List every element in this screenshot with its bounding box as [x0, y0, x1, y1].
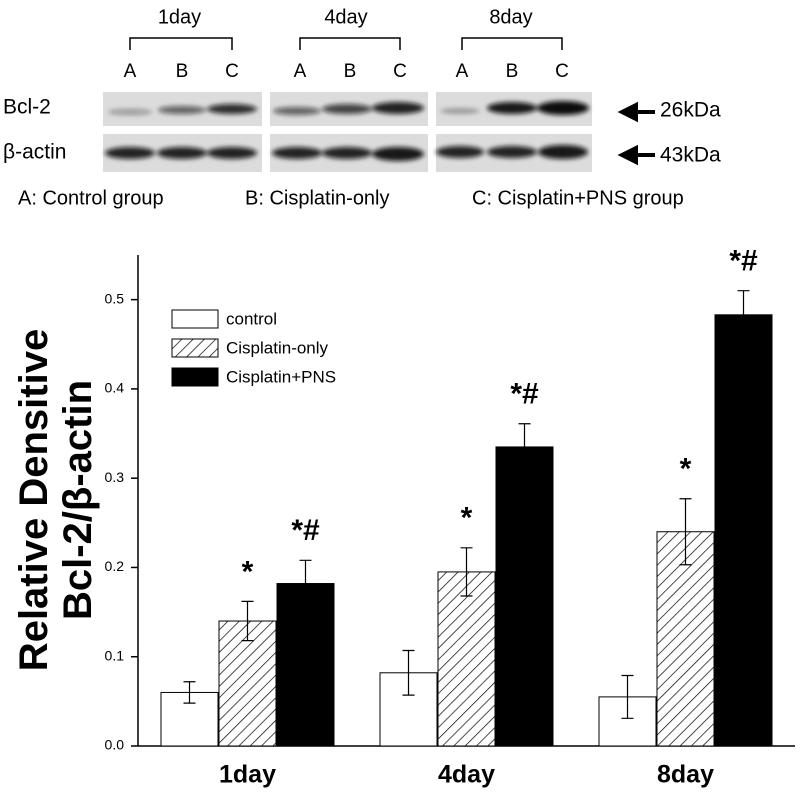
- bands: [105, 101, 589, 161]
- legend-swatch: [171, 367, 219, 387]
- legend-swatch: [171, 338, 219, 358]
- legend-swatch: [171, 309, 219, 329]
- lane-label: A: [294, 61, 307, 82]
- lane-label: B: [176, 61, 189, 82]
- error-bar: [460, 547, 473, 597]
- error-bar: [183, 681, 196, 704]
- lane-label: B: [506, 61, 519, 82]
- arrow: [617, 101, 655, 123]
- error-bar: [679, 498, 692, 566]
- western-blot: [103, 92, 655, 172]
- x-tick-label: 4day: [438, 761, 495, 789]
- lane-label: A: [124, 61, 137, 82]
- key-label: A: Control group: [18, 187, 164, 209]
- size-label: 43kDa: [660, 144, 721, 167]
- bar: [276, 583, 335, 747]
- y-axis-label-line: Relative Densitive: [12, 329, 56, 671]
- arrow: [617, 144, 655, 166]
- key-label: C: Cisplatin+PNS group: [472, 187, 684, 209]
- row-label: Bcl-2: [3, 96, 51, 119]
- legend-label: Cisplatin-only: [226, 338, 329, 357]
- error-bar: [299, 559, 312, 608]
- x-tick-label: 8day: [657, 761, 714, 789]
- error-bar: [241, 600, 254, 642]
- significance: *#: [510, 378, 539, 411]
- error-bar: [518, 423, 531, 471]
- y-tick-label: 0.3: [105, 469, 125, 485]
- lane-label: C: [393, 61, 407, 82]
- x-tick-label: 1day: [219, 761, 276, 789]
- y-axis-label: Relative DensitiveBcl-2/β-actin: [12, 329, 100, 671]
- bracket: [461, 37, 563, 50]
- lane-label: C: [555, 61, 569, 82]
- error-bar: [737, 290, 750, 340]
- size-label: 26kDa: [660, 99, 721, 122]
- group-label: 1day: [158, 6, 201, 28]
- bracket: [129, 37, 233, 50]
- significance: *: [242, 555, 254, 588]
- y-axis-label-line: Bcl-2/β-actin: [56, 380, 100, 620]
- y-tick-label: 0.5: [105, 290, 125, 306]
- significance: *: [680, 453, 692, 486]
- significance: *#: [291, 514, 320, 547]
- error-bar: [402, 649, 415, 696]
- bar: [437, 571, 496, 747]
- significance: *: [461, 502, 473, 535]
- y-tick-label: 0.4: [105, 380, 125, 396]
- bar: [218, 620, 277, 747]
- group-label: 4day: [324, 6, 367, 28]
- row-label: β-actin: [3, 141, 66, 164]
- error-bar: [621, 674, 634, 719]
- y-tick-label: 0.2: [105, 558, 125, 574]
- lane-label: B: [344, 61, 357, 82]
- lane-label: A: [456, 61, 469, 82]
- legend-label: Cisplatin+PNS: [226, 367, 336, 386]
- significance: *#: [729, 245, 758, 278]
- legend-label: control: [226, 309, 277, 328]
- bar: [495, 446, 554, 747]
- lane-label: C: [225, 61, 239, 82]
- y-tick-label: 0.1: [105, 647, 125, 663]
- bracket: [299, 37, 401, 50]
- bar: [714, 314, 773, 747]
- y-tick-label: 0.0: [105, 737, 125, 753]
- key-label: B: Cisplatin-only: [245, 187, 390, 209]
- group-label: 8day: [489, 6, 532, 28]
